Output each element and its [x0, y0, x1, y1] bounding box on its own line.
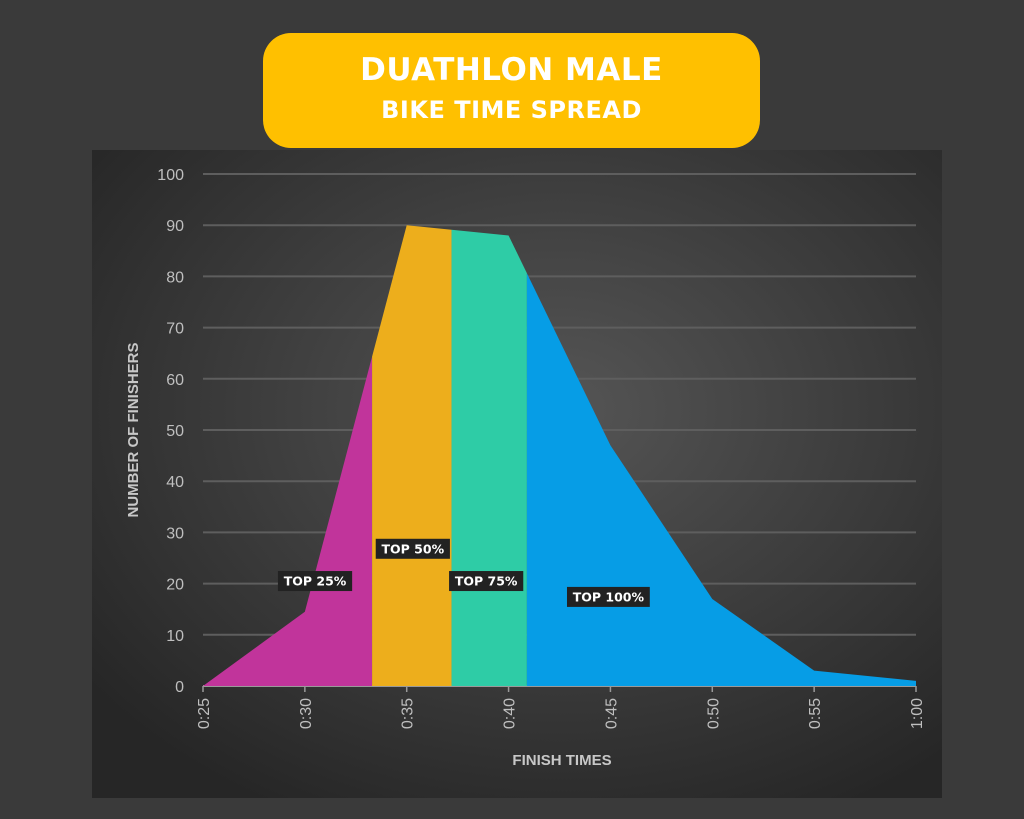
area-segment	[526, 273, 916, 686]
y-tick-label: 90	[166, 218, 184, 235]
x-tick-label: 0:50	[705, 698, 722, 729]
y-tick-label: 30	[166, 525, 184, 542]
chart-title: DUATHLON MALE	[360, 52, 663, 88]
x-tick-label: 0:35	[400, 698, 417, 729]
x-tick-label: 0:40	[502, 698, 519, 729]
annotation-label: TOP 100%	[573, 589, 645, 604]
title-banner: DUATHLON MALE BIKE TIME SPREAD	[263, 33, 760, 148]
area-segment	[372, 225, 452, 686]
area-segment	[203, 356, 373, 686]
x-tick-label: 0:55	[807, 698, 824, 729]
y-axis-title: NUMBER OF FINISHERS	[125, 342, 142, 517]
x-axis-title: FINISH TIMES	[512, 752, 611, 769]
annotation-label: TOP 75%	[455, 574, 518, 589]
y-tick-label: 10	[166, 628, 184, 645]
annotation-box	[277, 571, 353, 592]
y-tick-label: 70	[166, 321, 184, 338]
chart-subtitle: BIKE TIME SPREAD	[381, 96, 642, 124]
annotation-label: TOP 50%	[382, 541, 445, 556]
annotation-label: TOP 25%	[284, 574, 347, 589]
area-segment	[451, 229, 527, 686]
annotation-box	[449, 571, 524, 592]
x-tick-label: 0:30	[298, 698, 315, 729]
y-tick-label: 100	[157, 167, 184, 184]
annotation-box	[566, 586, 650, 607]
x-tick-label: 0:25	[196, 698, 213, 729]
y-tick-label: 0	[175, 679, 184, 696]
y-tick-label: 60	[166, 372, 184, 389]
x-tick-label: 0:45	[603, 698, 620, 729]
y-tick-label: 40	[166, 474, 184, 491]
x-tick-label: 1:00	[909, 698, 926, 729]
y-tick-label: 20	[166, 577, 184, 594]
y-tick-label: 50	[166, 423, 184, 440]
annotation-box	[375, 538, 450, 559]
y-tick-label: 80	[166, 269, 184, 286]
